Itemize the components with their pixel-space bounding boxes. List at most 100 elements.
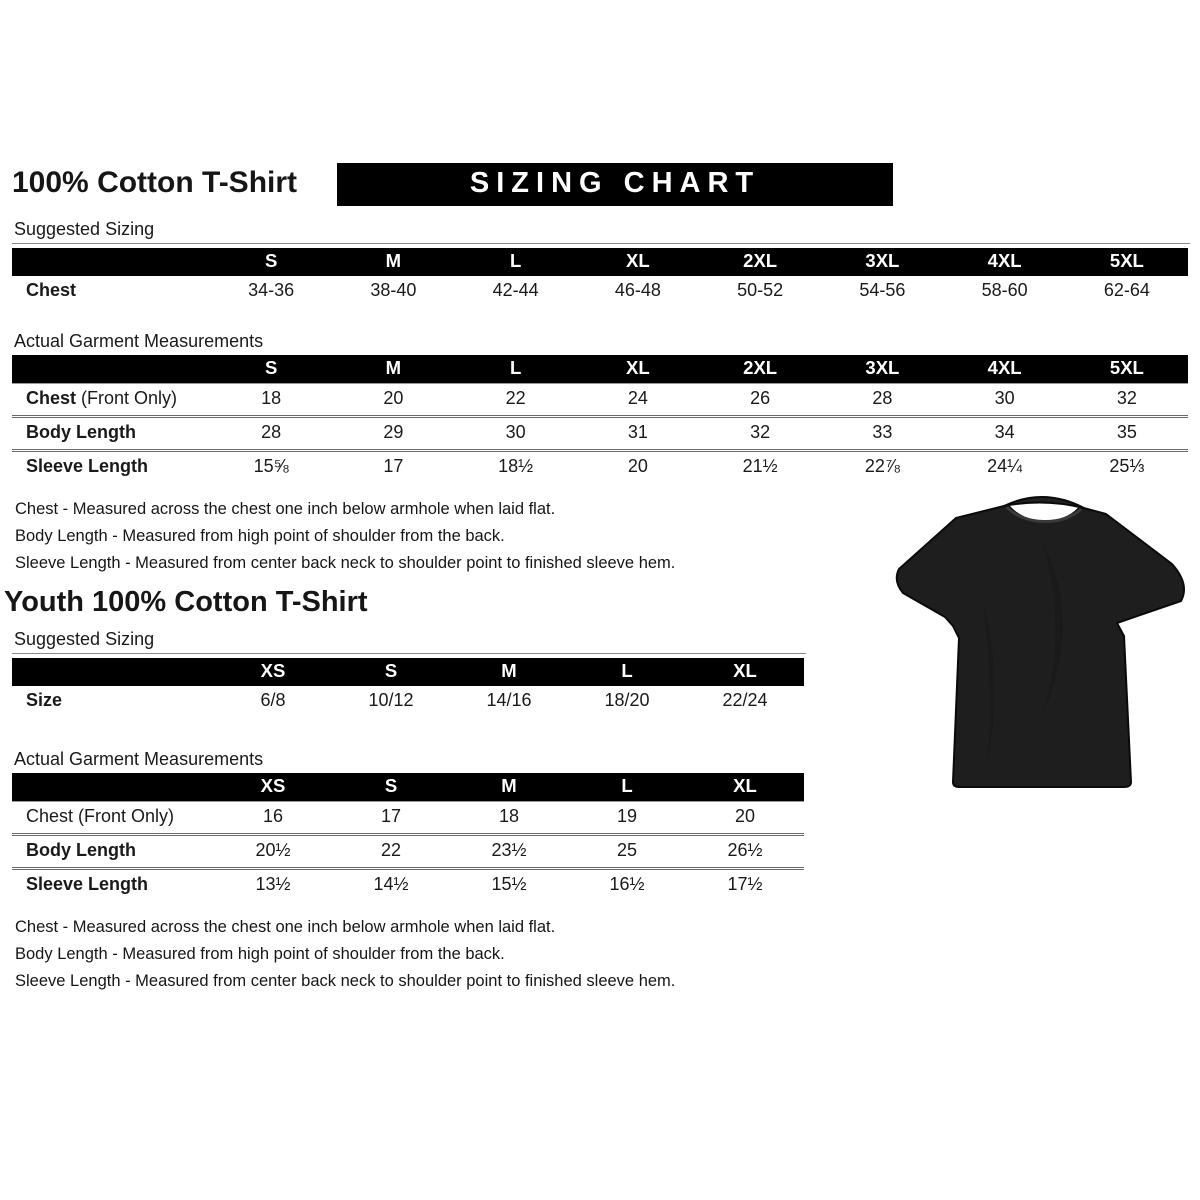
table-cell: 18½ — [498, 456, 534, 476]
table-cell: 54-56 — [859, 280, 906, 300]
column-header-3xl: 3XL — [821, 248, 944, 276]
row-label: Sleeve Length — [26, 456, 149, 476]
adult-suggested-sizing-label: Suggested Sizing — [12, 219, 1190, 244]
table-row: Body Length 20½ 22 23½ 25 26½ — [12, 834, 804, 869]
table-row: Sleeve Length 13½ 14½ 15½ 16½ 17½ — [12, 868, 804, 902]
column-header-l: L — [454, 355, 577, 384]
column-header-4xl: 4XL — [943, 248, 1066, 276]
table-cell: 62-64 — [1103, 280, 1150, 300]
tshirt-body — [895, 504, 1185, 788]
table-row: Chest (Front Only) 18 20 22 24 26 28 30 32 — [12, 384, 1188, 417]
column-header-m: M — [332, 355, 455, 384]
column-header-xl: XL — [686, 773, 804, 802]
table-cell: 16½ — [609, 874, 645, 894]
table-cell: 17½ — [727, 874, 763, 894]
youth-actual-measurements-label: Actual Garment Measurements — [14, 749, 264, 769]
table-cell: 30 — [505, 422, 526, 442]
table-cell: 32 — [1116, 388, 1137, 408]
table-cell: 13½ — [255, 874, 291, 894]
youth-title: Youth 100% Cotton T-Shirt — [4, 586, 368, 618]
table-cell: 32 — [750, 422, 771, 442]
table-cell: 34-36 — [248, 280, 295, 300]
column-header-l: L — [568, 773, 686, 802]
tshirt-collar — [1003, 496, 1085, 509]
adult-suggested-sizing-table: S M L XL 2XL 3XL 4XL 5XL Chest 34-36 38-40 42-44 46-… — [12, 248, 1188, 307]
table-cell: 35 — [1116, 422, 1137, 442]
column-header-m: M — [332, 248, 455, 276]
column-header-m: M — [450, 773, 568, 802]
adult-actual-measurements-label: Actual Garment Measurements — [14, 331, 264, 351]
youth-measurement-notes: Chest - Measured across the chest one in… — [15, 918, 1188, 990]
table-cell: 20 — [383, 388, 404, 408]
note-body-length: Body Length - Measured from high point o… — [15, 527, 505, 545]
column-header-s: S — [210, 248, 333, 276]
table-cell: 14½ — [373, 874, 409, 894]
table-cell: 26½ — [727, 840, 763, 860]
table-cell: 20½ — [255, 840, 291, 860]
table-cell: 24 — [627, 388, 648, 408]
table-cell: 14/16 — [486, 690, 532, 710]
column-header-s: S — [332, 773, 450, 802]
tshirt-fold-shading — [1043, 543, 1063, 713]
youth-suggested-sizing-table: XS S M L XL Size 6/8 10/12 14/16 18/20 22/24 — [12, 658, 804, 717]
header-spacer — [12, 773, 214, 802]
table-cell: 15½ — [491, 874, 527, 894]
table-cell: 17 — [383, 456, 404, 476]
table-cell: 42-44 — [492, 280, 539, 300]
header-row: 100% Cotton T-Shirt SIZING CHART — [12, 163, 1188, 206]
note-chest: Chest - Measured across the chest one in… — [15, 500, 556, 518]
youth-actual-measurements-table: XS S M L XL Chest (Front Only) 16 17 18 19 20 Body … — [12, 773, 804, 901]
table-cell: 28 — [872, 388, 893, 408]
header-spacer — [12, 355, 210, 384]
column-header-m: M — [450, 658, 568, 686]
table-cell: 20 — [627, 456, 648, 476]
table-row: Chest (Front Only) 16 17 18 19 20 — [12, 802, 804, 835]
table-cell: 18/20 — [604, 690, 650, 710]
header-row: S M L XL 2XL 3XL 4XL 5XL — [12, 248, 1188, 276]
column-header-2xl: 2XL — [699, 248, 822, 276]
column-header-xs: XS — [214, 658, 332, 686]
column-header-xl: XL — [576, 248, 699, 276]
column-header-l: L — [454, 248, 577, 276]
table-cell: 16 — [262, 806, 284, 826]
table-cell: 22/24 — [722, 690, 768, 710]
page-title: 100% Cotton T-Shirt — [12, 166, 298, 199]
column-header-xl: XL — [686, 658, 804, 686]
black-tshirt-image — [895, 496, 1185, 788]
table-cell: 30 — [994, 388, 1015, 408]
column-header-s: S — [332, 658, 450, 686]
column-header-xl: XL — [576, 355, 699, 384]
table-cell: 26 — [750, 388, 771, 408]
row-label: Size — [26, 690, 63, 710]
table-cell: 50-52 — [737, 280, 784, 300]
note-sleeve-length: Sleeve Length - Measured from center bac… — [15, 972, 676, 990]
note-chest: Chest - Measured across the chest one in… — [15, 918, 556, 936]
table-cell: 38-40 — [370, 280, 417, 300]
table-row: Size 6/8 10/12 14/16 18/20 22/24 — [12, 686, 804, 717]
column-header-xs: XS — [214, 773, 332, 802]
adult-measurement-notes: Chest - Measured across the chest one in… — [15, 500, 1188, 572]
table-cell: 6/8 — [260, 690, 286, 710]
column-header-s: S — [210, 355, 333, 384]
column-header-l: L — [568, 658, 686, 686]
row-label: Chest — [26, 280, 77, 300]
table-cell: 25⅓ — [1109, 456, 1145, 476]
content-area: 100% Cotton T-Shirt SIZING CHART Suggest… — [4, 163, 1190, 990]
header-row: XS S M L XL — [12, 773, 804, 802]
table-cell: 10/12 — [368, 690, 414, 710]
table-cell: 31 — [627, 422, 648, 442]
table-cell: 23½ — [491, 840, 527, 860]
row-label: Body Length — [26, 422, 136, 442]
table-row: Body Length 28 29 30 31 32 33 34 35 — [12, 416, 1188, 451]
table-cell: 17 — [380, 806, 402, 826]
table-cell: 19 — [616, 806, 638, 826]
table-cell: 22⅞ — [864, 456, 900, 476]
table-cell: 20 — [734, 806, 756, 826]
tshirt-collar-seam — [1005, 505, 1083, 523]
tshirt-photo — [893, 483, 1195, 807]
column-header-4xl: 4XL — [943, 355, 1066, 384]
table-cell: 24¼ — [987, 456, 1023, 476]
column-header-5xl: 5XL — [1065, 355, 1188, 384]
column-header-3xl: 3XL — [821, 355, 944, 384]
